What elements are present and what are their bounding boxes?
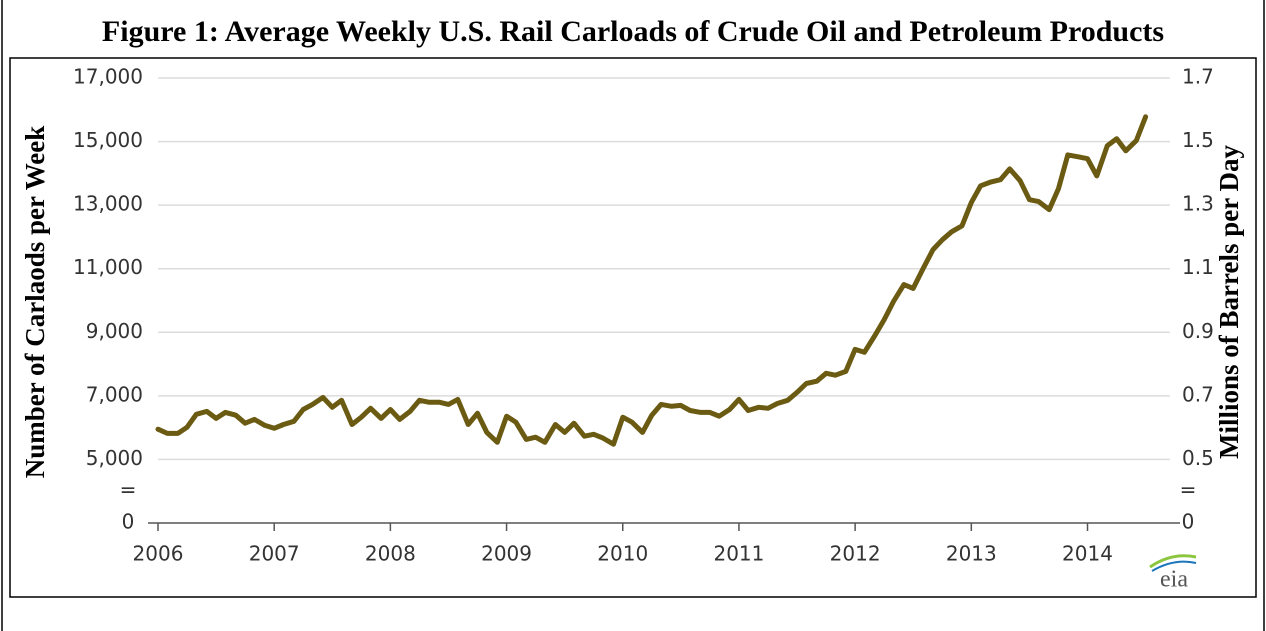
x-tick-label: 2009 [481,542,532,566]
x-tick-label: 2013 [946,542,997,566]
logo: eia [1160,567,1188,593]
axis-floor-label: 0 [1182,510,1195,534]
axis-break: = [120,478,137,502]
y-tick-label: 9,000 [86,319,143,343]
x-tick-label: 2011 [713,542,764,566]
y2-tick-label: 0.5 [1182,446,1214,470]
x-tick-label: 2010 [597,542,648,566]
y2-tick-label: 1.1 [1182,255,1214,279]
x-tick-label: 2014 [1062,542,1113,566]
y-tick-label: 17,000 [73,65,143,89]
logo-swoosh [1151,560,1197,572]
axis-floor-label: 0 [122,510,135,534]
y-tick-label: 13,000 [73,192,143,216]
x-tick-label: 2007 [249,542,300,566]
y-axis-title: Number of Carlaods per Week [20,126,50,479]
y2-tick-label: 1.3 [1182,192,1214,216]
y-tick-label: 15,000 [73,128,143,152]
axis-break: = [1180,478,1197,502]
y-tick-label: 11,000 [73,255,143,279]
chart-title: Figure 1: Average Weekly U.S. Rail Carlo… [102,15,1164,48]
logo-swoosh [1149,554,1197,569]
x-tick-label: 2008 [365,542,416,566]
chart-box [9,57,1257,598]
y2-tick-label: 1.5 [1182,128,1214,152]
data-line [155,114,1149,447]
y-tick-label: 7,000 [86,382,143,406]
y2-tick-label: 0.7 [1182,382,1214,406]
y2-axis-title: Millions of Barrels per Day [1214,145,1244,459]
y-tick-label: 5,000 [86,446,143,470]
x-tick-label: 2006 [133,542,184,566]
x-tick-label: 2012 [830,542,881,566]
y2-tick-label: 0.9 [1182,319,1214,343]
y2-tick-label: 1.7 [1182,65,1214,89]
